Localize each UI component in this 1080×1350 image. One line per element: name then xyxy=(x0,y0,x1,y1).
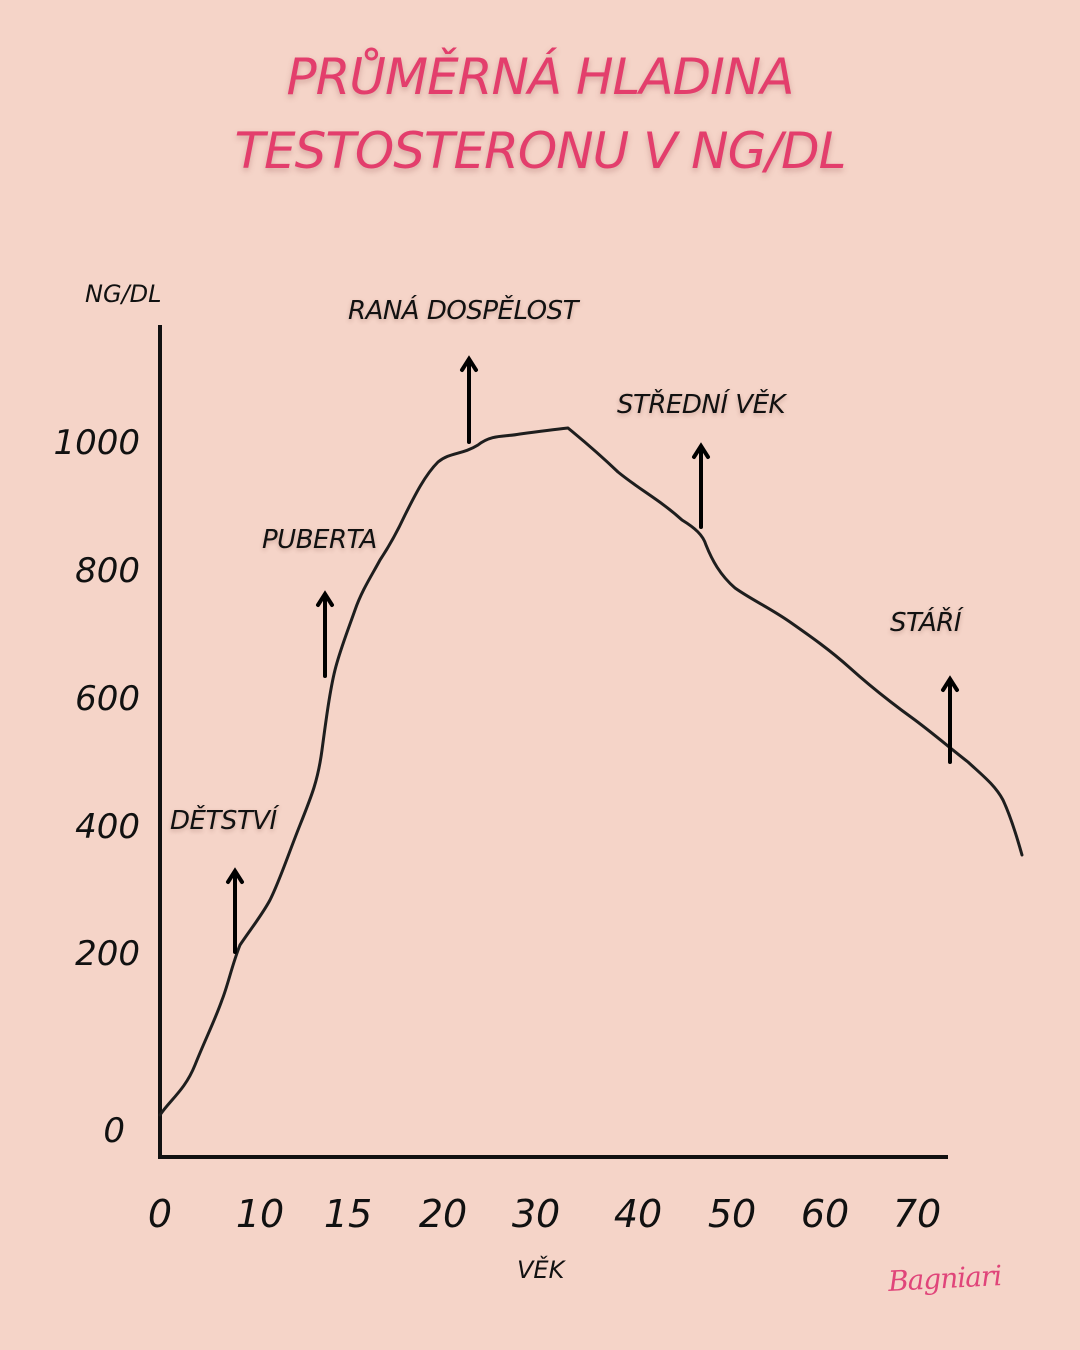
y-tick-0: 0 xyxy=(103,1111,125,1151)
label-early-adulthood: RANÁ DOSPĚLOST xyxy=(348,296,578,326)
x-axis-title: VĚK xyxy=(517,1256,565,1284)
x-tick-15: 15 xyxy=(323,1192,373,1236)
label-old-age: STÁŘÍ xyxy=(890,608,962,638)
y-tick-1000: 1000 xyxy=(53,423,140,463)
x-tick-70: 70 xyxy=(892,1192,942,1236)
y-tick-800: 800 xyxy=(75,551,140,591)
label-middle-age: STŘEDNÍ VĚK xyxy=(617,390,786,420)
title-line-1: PRŮMĚRNÁ HLADINA xyxy=(286,48,795,106)
x-tick-0: 0 xyxy=(147,1192,173,1236)
label-childhood: DĚTSTVÍ xyxy=(170,806,277,836)
x-tick-30: 30 xyxy=(511,1192,561,1236)
x-tick-20: 20 xyxy=(418,1192,468,1236)
y-tick-400: 400 xyxy=(75,807,140,847)
y-tick-600: 600 xyxy=(75,679,140,719)
y-tick-200: 200 xyxy=(75,934,140,974)
x-tick-60: 60 xyxy=(800,1192,850,1236)
x-tick-40: 40 xyxy=(613,1192,663,1236)
testosterone-curve xyxy=(158,426,1024,1117)
arrow-puberty-icon xyxy=(316,590,334,678)
title-line-2: TESTOSTERONU V NG/DL xyxy=(234,122,846,180)
x-tick-50: 50 xyxy=(707,1192,757,1236)
author-signature: Bagniari xyxy=(887,1259,1003,1298)
label-puberty: PUBERTA xyxy=(262,525,377,555)
arrow-early-adulthood-icon xyxy=(460,355,478,444)
chart-title: PRŮMĚRNÁ HLADINA TESTOSTERONU V NG/DL xyxy=(0,40,1080,188)
arrow-old-age-icon xyxy=(941,675,959,764)
arrow-childhood-icon xyxy=(226,867,244,954)
y-axis-title: NG/DL xyxy=(85,280,162,308)
x-tick-10: 10 xyxy=(235,1192,285,1236)
arrow-middle-age-icon xyxy=(692,442,710,529)
